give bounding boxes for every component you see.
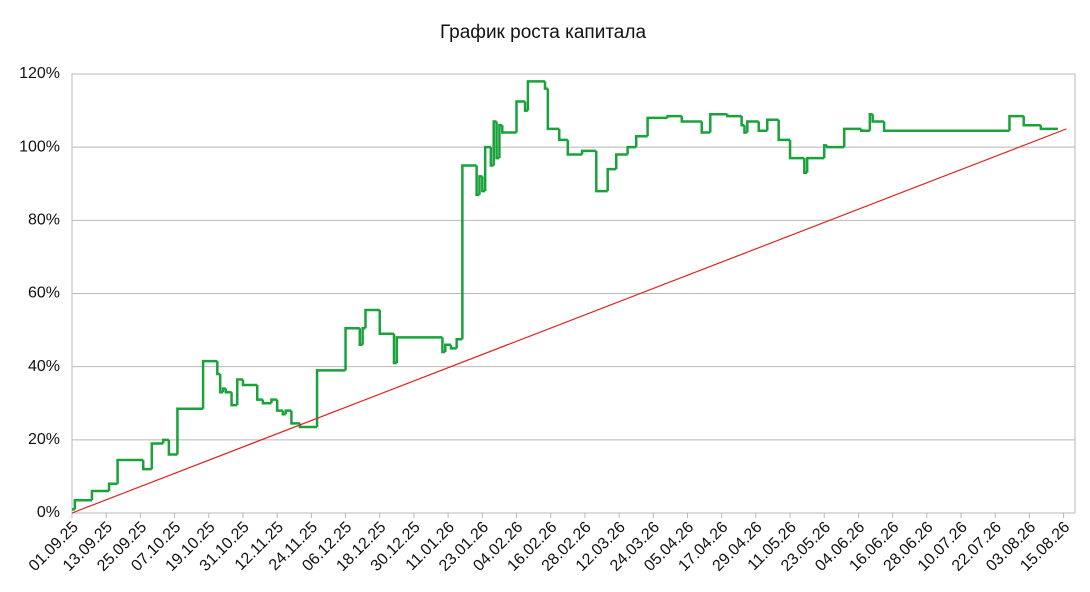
equity-step [700, 121, 711, 134]
equity-step [777, 119, 791, 142]
equity-step [90, 489, 110, 501]
equity-step [543, 81, 548, 90]
equity-step [261, 399, 272, 405]
equity-step [646, 116, 668, 137]
equity-step [1039, 125, 1058, 131]
equity-step [107, 482, 118, 492]
equity-step [455, 337, 463, 349]
equity-step [666, 114, 682, 118]
equity-step [478, 175, 483, 195]
equity-step [224, 388, 232, 394]
equity-step [364, 308, 380, 329]
equity-step [871, 114, 885, 123]
equity-step [150, 442, 164, 470]
equity-step [1022, 116, 1041, 127]
equity-step [481, 176, 486, 193]
equity-step [255, 384, 263, 401]
equity-step [492, 120, 497, 166]
trend-line [71, 128, 1067, 514]
equity-step [546, 88, 560, 131]
equity-step [823, 144, 828, 159]
equity-step [757, 121, 768, 132]
equity-step [746, 120, 759, 133]
equity-step [344, 327, 360, 371]
equity-step [680, 116, 702, 123]
equity-step [606, 167, 617, 192]
equity-step [315, 369, 346, 428]
equity-step [290, 410, 300, 425]
y-tick-label: 40% [28, 358, 60, 375]
equity-step [805, 156, 825, 173]
equity-step [788, 139, 805, 160]
equity-step [634, 134, 648, 148]
equity-step [141, 459, 152, 471]
equity-step [860, 128, 870, 132]
equity-step [580, 149, 597, 155]
equity-step [626, 145, 637, 155]
y-tick-label: 20% [28, 431, 60, 448]
equity-step [882, 121, 1010, 132]
equity-step [726, 114, 742, 118]
equity-step [495, 121, 500, 160]
equity-step [241, 379, 258, 387]
equity-step [558, 128, 568, 142]
equity-step [825, 145, 845, 149]
equity-step [526, 80, 546, 111]
equity-step [395, 336, 443, 364]
y-tick-label: 120% [19, 65, 60, 82]
equity-step [73, 498, 92, 510]
equity-step [201, 359, 218, 409]
equity-step [614, 153, 628, 170]
equity-step [236, 378, 243, 406]
equity-step [358, 328, 363, 346]
equity-step [461, 164, 477, 340]
equity-step [216, 361, 221, 376]
equity-step [275, 399, 283, 412]
plot-border [71, 73, 1076, 514]
equity-step [501, 125, 517, 134]
equity-step [444, 343, 451, 353]
y-tick-label: 80% [28, 212, 60, 229]
y-tick-label: 60% [28, 285, 60, 302]
equity-step [566, 139, 583, 156]
equity-step [766, 118, 779, 131]
equity-step [270, 398, 278, 404]
equity-step [449, 344, 457, 350]
equity-step [176, 407, 204, 455]
chart-title: График роста капитала [440, 22, 647, 43]
equity-step [230, 392, 238, 407]
y-tick-label: 0% [37, 504, 60, 521]
equity-step [709, 112, 728, 133]
equity-step [842, 127, 862, 148]
equity-step [595, 150, 608, 193]
equity-step [483, 145, 491, 192]
equity-step [515, 100, 526, 133]
equity-step [167, 439, 178, 456]
equity-step [116, 458, 144, 484]
equity-step [378, 309, 394, 335]
y-tick-label: 100% [19, 138, 60, 155]
equity-step [1008, 114, 1024, 131]
equity-step [284, 409, 292, 415]
equity-step [161, 438, 169, 444]
